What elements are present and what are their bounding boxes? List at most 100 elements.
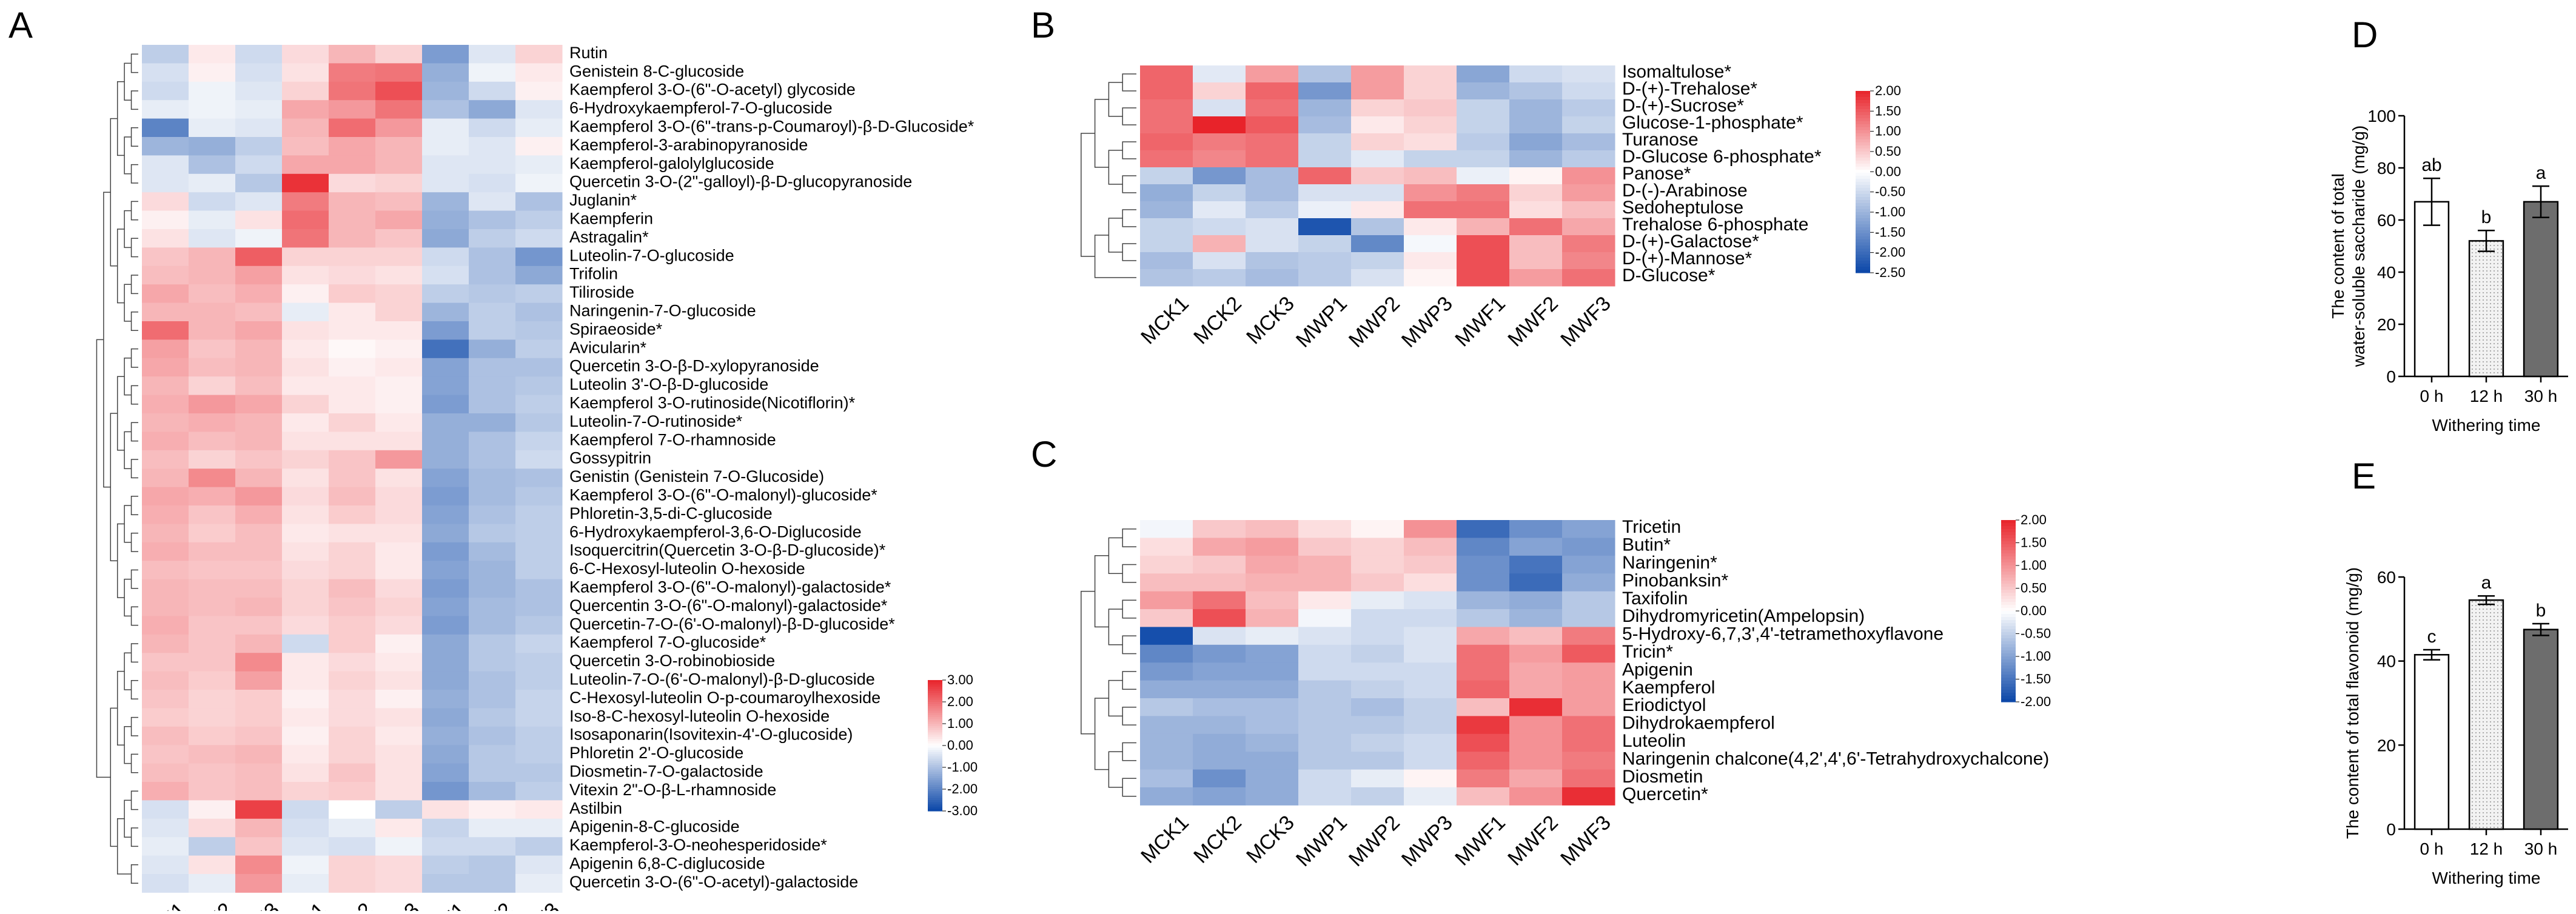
heatmap-b-cell <box>1246 235 1299 253</box>
heatmap-a-cell <box>515 321 563 340</box>
heatmap-c-cell <box>1298 698 1352 716</box>
heatmap-a-cell <box>189 192 236 212</box>
heatmap-c-cell <box>1457 787 1510 806</box>
heatmap-a-colorbar-segment <box>928 691 942 694</box>
heatmap-a-cell <box>235 173 283 193</box>
heatmap-c-cell <box>1246 520 1299 538</box>
heatmap-a-cell <box>142 210 189 230</box>
heatmap-a-cell <box>422 837 469 856</box>
heatmap-b-colorbar-segment <box>1856 161 1870 164</box>
heatmap-c-cell <box>1193 627 1246 645</box>
heatmap-a-cell <box>142 690 189 709</box>
heatmap-a-cell <box>469 874 516 893</box>
heatmap-c-row-label: Eriodictyol <box>1622 695 1706 715</box>
heatmap-b-cell <box>1457 167 1510 185</box>
heatmap-b-cell <box>1562 82 1615 100</box>
heatmap-a-dendrogram-branch <box>124 358 132 396</box>
heatmap-a-cell <box>375 173 423 193</box>
heatmap-a-cell <box>282 432 329 451</box>
heatmap-a-dendrogram-branch <box>124 136 132 175</box>
heatmap-a-column-label: MWP2 <box>317 898 377 911</box>
heatmap-c-colorbar-segment <box>2001 578 2016 581</box>
heatmap-b-colorbar-label: 1.50 <box>1875 103 1901 118</box>
heatmap-c-colorbar-segment <box>2001 605 2016 609</box>
heatmap-a-row-label: Isosaponarin(Isovitexin-4'-O-glucoside) <box>569 726 853 744</box>
heatmap-a-cell <box>375 800 423 819</box>
heatmap-b-cell <box>1457 218 1510 236</box>
heatmap-a-cell <box>142 726 189 746</box>
heatmap-a-cell <box>329 818 376 838</box>
heatmap-a-row-label: Kaempferin <box>569 209 653 227</box>
heatmap-c-colorbar-label: 0.50 <box>2021 581 2047 596</box>
heatmap-a-cell <box>422 800 469 819</box>
heatmap-c-colorbar-segment <box>2001 669 2016 672</box>
heatmap-c-column-label: MCK3 <box>1242 811 1299 868</box>
heatmap-a-cell <box>329 450 376 469</box>
heatmap-a-cell <box>469 284 516 304</box>
heatmap-a-cell <box>515 63 563 82</box>
bar-e-x-axis-title: Withering time <box>2432 869 2541 887</box>
heatmap-a-cell <box>329 561 376 580</box>
heatmap-a-cell <box>375 302 423 322</box>
heatmap-b-cell <box>1140 235 1193 253</box>
heatmap-c-cell <box>1404 662 1457 681</box>
heatmap-a-cell <box>142 837 189 856</box>
heatmap-a-cell <box>329 192 376 212</box>
heatmap-b-row-label: Trehalose 6-phosphate <box>1622 215 1808 235</box>
heatmap-b-cell <box>1351 201 1404 219</box>
heatmap-a-cell <box>142 118 189 138</box>
heatmap-a-row-label: 6-Hydroxykaempferol-7-O-glucoside <box>569 99 833 117</box>
heatmap-b-colorbar-segment <box>1856 148 1870 152</box>
heatmap-b-colorbar-segment <box>1856 191 1870 195</box>
heatmap-b-colorbar-segment <box>1856 200 1870 204</box>
heatmap-b-colorbar-segment <box>1856 130 1870 134</box>
heatmap-a-cell <box>142 100 189 119</box>
heatmap-c-row-label: Taxifolin <box>1622 589 1688 609</box>
heatmap-a-cell <box>469 653 516 672</box>
bar-d-y-tick-label: 40 <box>2377 263 2396 282</box>
heatmap-c-cell <box>1404 555 1457 574</box>
heatmap-a-colorbar-segment <box>928 736 942 739</box>
heatmap-b-column-label: MWF3 <box>1556 292 1615 352</box>
bar-e-bar <box>2468 599 2504 830</box>
heatmap-b-colorbar-segment <box>1856 239 1870 243</box>
heatmap-b-colorbar-segment <box>1856 142 1870 146</box>
heatmap-c-colorbar-segment <box>2001 602 2016 605</box>
heatmap-a-cell <box>282 800 329 819</box>
heatmap-a-cell <box>515 469 563 488</box>
heatmap-a-cell <box>469 542 516 561</box>
heatmap-a-colorbar-segment <box>928 747 942 750</box>
heatmap-b-dendrogram-branch <box>1081 133 1095 257</box>
heatmap-c-cell <box>1351 662 1404 681</box>
heatmap-a-cell <box>235 210 283 230</box>
heatmap-c-cell <box>1298 769 1352 788</box>
heatmap-a-cell <box>189 487 236 506</box>
bar-e-x-tick-label: 12 h <box>2470 839 2503 858</box>
heatmap-a-cell <box>375 339 423 359</box>
heatmap-c-colorbar-segment <box>2001 681 2016 684</box>
heatmap-a-cell <box>375 155 423 175</box>
heatmap-c-dendrogram-branch <box>1122 564 1136 583</box>
heatmap-a-cell <box>235 671 283 690</box>
heatmap-a-cell <box>329 598 376 616</box>
heatmap-a-dendrogram-branch <box>130 569 138 589</box>
heatmap-a-cell <box>422 542 469 561</box>
heatmap-a-cell <box>515 118 563 138</box>
heatmap-b-colorbar-segment <box>1856 261 1870 264</box>
heatmap-c-colorbar-segment <box>2001 575 2016 578</box>
heatmap-a-colorbar-segment <box>928 804 942 807</box>
heatmap-a-cell <box>282 45 329 64</box>
heatmap-c-cell <box>1457 520 1510 538</box>
heatmap-b-colorbar-segment <box>1856 245 1870 249</box>
heatmap-a-cell <box>515 100 563 119</box>
bar-e-y-tick-label: 20 <box>2377 736 2396 755</box>
heatmap-a-cell <box>469 487 516 506</box>
bar-e-y-axis-title: The content of total flavonoid (mg/g) <box>2343 567 2362 839</box>
heatmap-a-colorbar-segment <box>928 743 942 746</box>
heatmap-a-colorbar-segment <box>928 735 942 738</box>
heatmap-a-cell <box>515 395 563 414</box>
heatmap-a-cell <box>375 874 423 893</box>
heatmap-b-cell <box>1457 201 1510 219</box>
heatmap-a-cell <box>422 469 469 488</box>
heatmap-a-row-label: Avicularin* <box>569 338 647 356</box>
